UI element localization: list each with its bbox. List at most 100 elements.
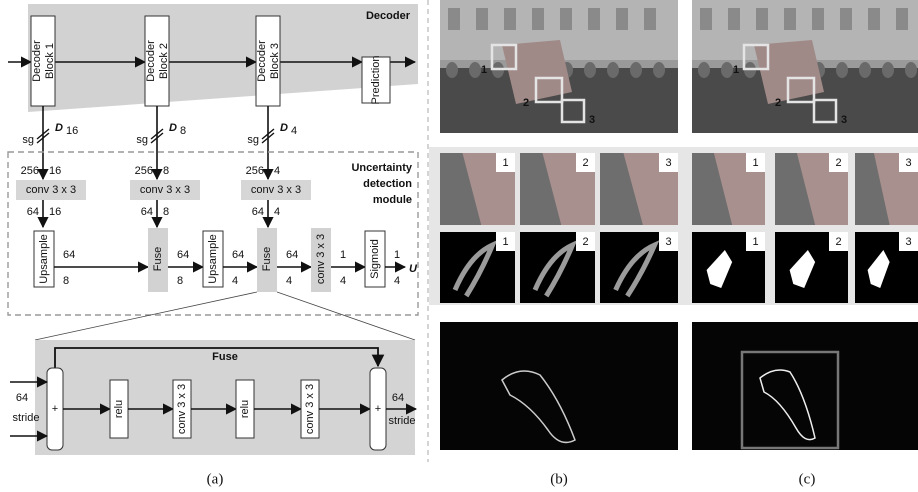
tile-number: 3	[665, 157, 671, 169]
decoder-block-label: Block 3	[269, 43, 281, 79]
tile-number: 1	[752, 157, 758, 169]
decoder-band	[28, 4, 418, 112]
photo-window	[784, 8, 796, 30]
decoder-block-label: Decoder	[256, 40, 268, 82]
output-label: 64	[392, 392, 404, 404]
feature-subscript: 8	[180, 125, 186, 137]
decoder-block-label: Block 2	[158, 43, 170, 79]
stage-label: Upsample	[38, 234, 50, 284]
marker-label: 2	[523, 97, 529, 109]
panel-caption: (b)	[550, 471, 568, 487]
photo-person	[607, 62, 619, 78]
op-label: relu	[239, 400, 251, 418]
panel-caption: (a)	[207, 471, 224, 487]
decoder-block-label: Block 1	[44, 43, 56, 79]
decoder-title: Decoder	[366, 10, 411, 22]
sum-label: +	[375, 403, 381, 415]
dim-label: 64	[232, 249, 244, 261]
photo-window	[812, 8, 824, 30]
panel-caption: (c)	[799, 471, 816, 487]
photo-person	[721, 62, 733, 78]
tile-number: 2	[835, 157, 841, 169]
tile-number: 1	[752, 236, 758, 248]
photo-person	[836, 62, 848, 78]
module-title: Uncertainty	[351, 162, 412, 174]
dim-label: 256	[246, 165, 264, 177]
output-label: stride	[389, 415, 416, 427]
photo-person	[630, 62, 642, 78]
fuse-title: Fuse	[212, 351, 238, 363]
photo-window	[448, 8, 460, 30]
stage-label: conv 3 x 3	[315, 234, 327, 284]
photo-window	[868, 8, 880, 30]
stage-label: Fuse	[152, 247, 164, 271]
photo-person	[653, 62, 665, 78]
tile-number: 3	[665, 236, 671, 248]
input-label: 64	[16, 392, 28, 404]
conv-label: conv 3 x 3	[26, 184, 76, 196]
marker-label: 1	[481, 64, 487, 76]
conv-label: conv 3 x 3	[251, 184, 301, 196]
photo-person	[882, 62, 894, 78]
stage-label: Sigmoid	[369, 239, 381, 279]
marker-label: 1	[733, 64, 739, 76]
dim-label: 1	[340, 249, 346, 261]
page: { "panel_a": { "label": "(a)", "decoder"…	[0, 0, 918, 492]
feature-symbol: D	[169, 122, 177, 134]
tile-number: 1	[502, 157, 508, 169]
sg-label: sg	[247, 134, 259, 146]
photo-window	[476, 8, 488, 30]
photo-window	[560, 8, 572, 30]
dim-label: 4	[394, 275, 400, 287]
dim-label: 256	[135, 165, 153, 177]
photo-person	[698, 62, 710, 78]
dim-label: 16	[49, 206, 61, 218]
dim-label: 64	[252, 206, 264, 218]
photo-person	[905, 62, 917, 78]
photo-window	[700, 8, 712, 30]
stage-label: Upsample	[207, 234, 219, 284]
output-symbol: U	[409, 263, 418, 275]
feature-symbol: D	[280, 122, 288, 134]
feature-subscript: 4	[291, 125, 297, 137]
op-label: relu	[113, 400, 125, 418]
sg-label: sg	[22, 134, 34, 146]
dim-label: 64	[27, 206, 39, 218]
op-label: conv 3 x 3	[304, 384, 316, 434]
full-mask	[440, 322, 678, 450]
dim-label: 64	[63, 249, 75, 261]
tile-number: 2	[582, 157, 588, 169]
module-title: module	[373, 194, 412, 206]
prediction-label: Prediction	[370, 56, 382, 105]
tile-number: 3	[905, 236, 911, 248]
photo-window	[896, 8, 908, 30]
photo-window	[616, 8, 628, 30]
dim-label: 8	[63, 275, 69, 287]
dim-label: 64	[177, 249, 189, 261]
zoom-line	[277, 292, 415, 340]
feature-subscript: 16	[66, 125, 78, 137]
photo-window	[588, 8, 600, 30]
input-label: stride	[13, 412, 40, 424]
op-label: conv 3 x 3	[176, 384, 188, 434]
dim-label: 4	[274, 206, 280, 218]
figure: DecoderDecoderBlock 1sgD16DecoderBlock 2…	[0, 0, 918, 492]
full-mask	[692, 322, 918, 450]
marker-label: 3	[841, 114, 847, 126]
dim-label: 1	[394, 249, 400, 261]
decoder-block-label: Decoder	[31, 40, 43, 82]
photo-window	[504, 8, 516, 30]
photo-window	[644, 8, 656, 30]
photo-window	[756, 8, 768, 30]
marker-label: 2	[775, 97, 781, 109]
photo-person	[446, 62, 458, 78]
dim-label: 64	[141, 206, 153, 218]
dim-label: 8	[177, 275, 183, 287]
photo-window	[532, 8, 544, 30]
dim-label: 4	[286, 275, 292, 287]
dim-label: 256	[21, 165, 39, 177]
stage-label: Fuse	[261, 247, 273, 271]
dim-label: 4	[232, 275, 238, 287]
conv-label: conv 3 x 3	[140, 184, 190, 196]
zoom-line	[35, 292, 257, 340]
